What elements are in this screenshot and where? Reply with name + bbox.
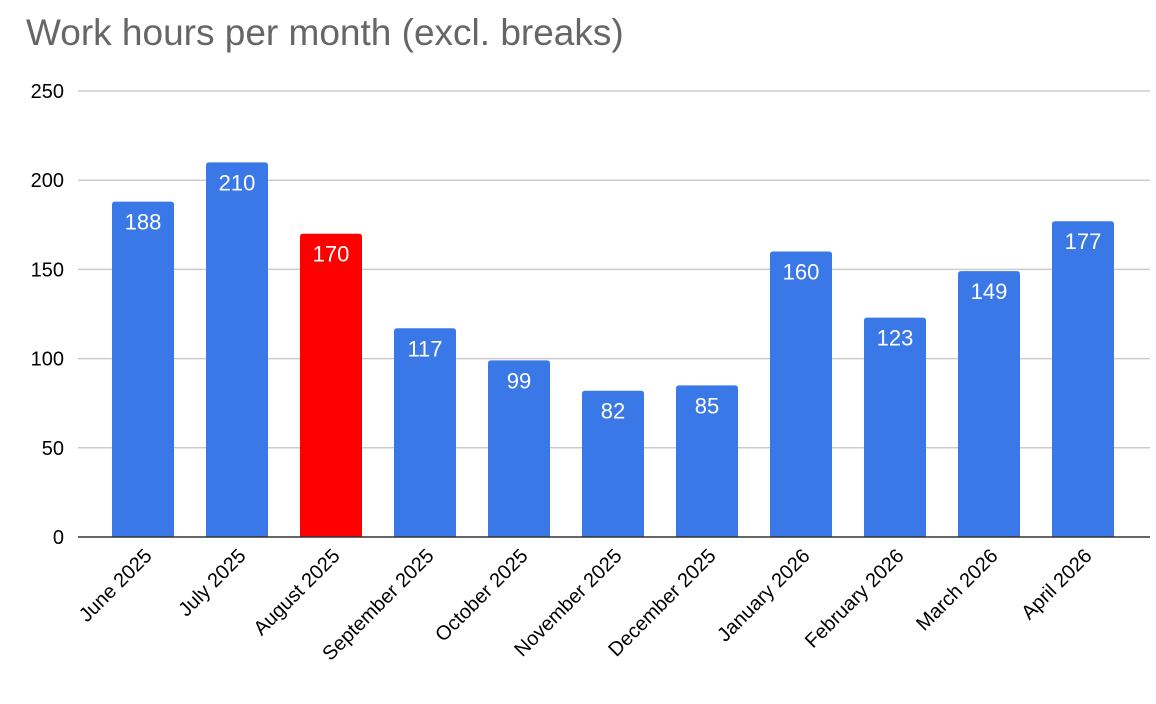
y-tick-label: 50 <box>42 438 64 460</box>
chart-title: Work hours per month (excl. breaks) <box>26 12 624 53</box>
y-tick-label: 0 <box>53 527 64 549</box>
bar <box>1052 221 1114 537</box>
data-label: 160 <box>783 260 820 285</box>
x-tick-label: April 2026 <box>1017 545 1096 624</box>
bar <box>770 251 832 537</box>
y-tick-label: 200 <box>31 170 64 192</box>
data-label: 99 <box>507 368 531 393</box>
bar <box>676 385 738 537</box>
data-label: 177 <box>1065 229 1102 254</box>
data-label: 149 <box>971 279 1008 304</box>
data-label: 123 <box>877 326 914 351</box>
labels: 0 50 100 150 200 250 188 June 2025 210 July 2025 1… <box>31 81 1102 665</box>
bar <box>112 201 174 537</box>
x-tick-label: January 2026 <box>713 545 814 646</box>
data-label: 170 <box>313 242 350 267</box>
bar <box>394 328 456 537</box>
x-tick-label: August 2025 <box>250 545 345 640</box>
data-label: 117 <box>407 336 442 361</box>
y-tick-label: 100 <box>31 349 64 371</box>
data-label: 85 <box>695 393 719 418</box>
x-tick-label: July 2025 <box>174 545 250 621</box>
x-tick-label: June 2025 <box>75 545 157 627</box>
data-label: 210 <box>219 170 256 195</box>
x-tick-label: October 2025 <box>431 545 532 646</box>
bar <box>488 360 550 537</box>
y-tick-label: 150 <box>31 259 64 281</box>
bar <box>206 162 268 538</box>
data-label: 188 <box>125 210 162 235</box>
x-tick-label: February 2026 <box>801 545 909 653</box>
bar <box>958 271 1020 537</box>
y-tick-label: 250 <box>31 81 64 103</box>
x-tick-label: March 2026 <box>912 545 1002 635</box>
bar <box>300 233 362 537</box>
bars <box>112 162 1114 538</box>
bar <box>864 317 926 537</box>
bar <box>582 390 644 537</box>
data-label: 82 <box>601 399 625 424</box>
